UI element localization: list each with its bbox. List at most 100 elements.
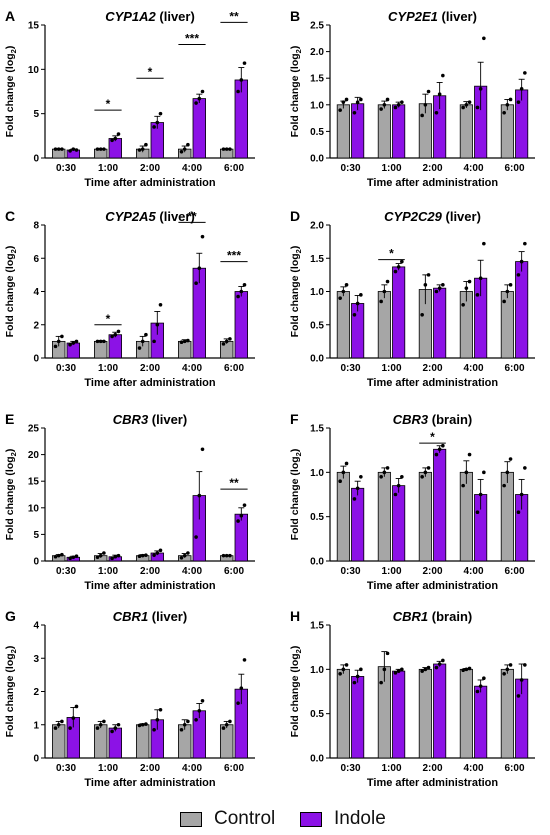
x-tick-label: 0:30 bbox=[340, 363, 360, 374]
data-point bbox=[71, 341, 76, 345]
data-point bbox=[137, 148, 142, 152]
bar-control bbox=[94, 340, 108, 359]
data-point bbox=[400, 100, 404, 104]
data-point bbox=[200, 699, 205, 703]
data-point bbox=[475, 293, 480, 297]
y-tick-label: 1.5 bbox=[310, 621, 324, 632]
x-tick-label: 2:00 bbox=[422, 763, 442, 774]
data-point bbox=[502, 299, 506, 304]
data-point bbox=[508, 97, 513, 102]
data-point bbox=[56, 553, 61, 558]
bar-control bbox=[459, 104, 473, 159]
y-axis-label-part: Fold change (log bbox=[289, 456, 301, 540]
panel-letter: F bbox=[290, 411, 299, 427]
title-tissue: (liver) bbox=[442, 209, 481, 224]
data-point bbox=[426, 89, 431, 94]
significance-label: * bbox=[148, 65, 153, 79]
data-point bbox=[228, 147, 232, 151]
y-axis-label: Fold change (log2) bbox=[4, 46, 18, 138]
panel-title: CBR1 (brain) bbox=[393, 609, 472, 624]
data-point bbox=[505, 667, 510, 672]
significance-label: ** bbox=[187, 209, 197, 223]
x-tick-label: 0:30 bbox=[56, 363, 76, 374]
title-gene: CYP2A5 bbox=[105, 209, 156, 224]
x-axis-label: Time after administration bbox=[367, 377, 498, 389]
data-point bbox=[179, 340, 184, 345]
data-point bbox=[441, 283, 445, 287]
data-point bbox=[110, 138, 114, 143]
data-point bbox=[423, 103, 428, 107]
y-tick-label: 0 bbox=[33, 154, 39, 165]
x-axis-label: Time after administration bbox=[84, 377, 215, 389]
x-axis-label: Time after administration bbox=[84, 777, 215, 789]
data-point bbox=[396, 265, 401, 269]
data-point bbox=[158, 548, 163, 553]
data-point bbox=[56, 722, 61, 727]
panel-h: H CBR1 (brain) 0.0 0.5 1.0 1.5 Fold change (lo… bbox=[289, 608, 535, 789]
significance-label: ** bbox=[229, 476, 239, 490]
significance-label: * bbox=[106, 312, 111, 326]
data-point bbox=[224, 722, 229, 727]
bar-control bbox=[177, 340, 192, 359]
x-tick-label: 2:00 bbox=[140, 763, 160, 774]
significance-label: *** bbox=[227, 249, 241, 263]
y-tick-label: 6 bbox=[33, 254, 39, 265]
panel-title: CYP2C29 (liver) bbox=[384, 209, 481, 224]
data-point bbox=[393, 269, 398, 274]
panel-letter: C bbox=[5, 208, 15, 224]
data-point bbox=[144, 332, 148, 337]
bar-control bbox=[336, 471, 350, 562]
panel-title: CYP2A5 (liver) bbox=[105, 209, 195, 224]
y-axis-label-part: 2 bbox=[9, 49, 18, 53]
data-point bbox=[224, 147, 229, 151]
y-axis-label-part: Fold change (log bbox=[4, 653, 16, 737]
panel-d: D CYP2C29 (liver) 0.0 0.5 1.0 1.5 2.0 Fold chan… bbox=[289, 208, 535, 389]
data-point bbox=[426, 665, 431, 670]
x-tick-label: 4:00 bbox=[463, 763, 483, 774]
x-tick-label: 6:00 bbox=[224, 763, 244, 774]
bar-indole bbox=[392, 266, 406, 359]
x-tick-label: 6:00 bbox=[504, 566, 524, 577]
panel-letter: B bbox=[290, 8, 300, 24]
x-tick-label: 1:00 bbox=[98, 363, 118, 374]
data-point bbox=[400, 474, 404, 479]
y-axis-label-part: Fold change (log bbox=[289, 653, 301, 737]
data-point bbox=[110, 334, 114, 339]
data-point bbox=[221, 553, 226, 558]
data-point bbox=[426, 466, 431, 470]
data-point bbox=[355, 486, 360, 491]
data-point bbox=[152, 553, 156, 557]
x-tick-label: 0:30 bbox=[56, 763, 76, 774]
data-point bbox=[379, 680, 383, 685]
data-point bbox=[113, 332, 118, 337]
y-axis-label-part: ) bbox=[4, 646, 16, 650]
bar-indole bbox=[392, 485, 406, 562]
panel-title: CBR3 (liver) bbox=[113, 412, 187, 427]
data-point bbox=[137, 554, 142, 559]
data-point bbox=[68, 726, 72, 730]
y-axis-label-part: ) bbox=[4, 246, 16, 250]
data-point bbox=[344, 97, 349, 102]
data-point bbox=[519, 492, 524, 497]
significance-label: *** bbox=[185, 32, 199, 46]
data-point bbox=[98, 553, 103, 558]
panel-title: CBR1 (liver) bbox=[113, 609, 187, 624]
y-axis-label-part: 2 bbox=[294, 249, 303, 253]
title-gene: CBR3 bbox=[113, 412, 149, 427]
x-axis-label: Time after administration bbox=[84, 177, 215, 189]
data-point bbox=[236, 519, 240, 523]
y-axis-label-part: ) bbox=[4, 46, 16, 50]
x-tick-label: 6:00 bbox=[224, 163, 244, 174]
y-axis-label-part: Fold change (log bbox=[4, 456, 16, 540]
data-point bbox=[341, 289, 346, 294]
title-gene: CYP2E1 bbox=[388, 9, 438, 24]
data-point bbox=[437, 92, 442, 96]
x-tick-label: 0:30 bbox=[340, 566, 360, 577]
title-gene: CBR1 bbox=[393, 609, 428, 624]
data-point bbox=[505, 289, 510, 294]
data-point bbox=[385, 651, 390, 656]
data-point bbox=[516, 694, 521, 698]
data-point bbox=[197, 493, 202, 498]
